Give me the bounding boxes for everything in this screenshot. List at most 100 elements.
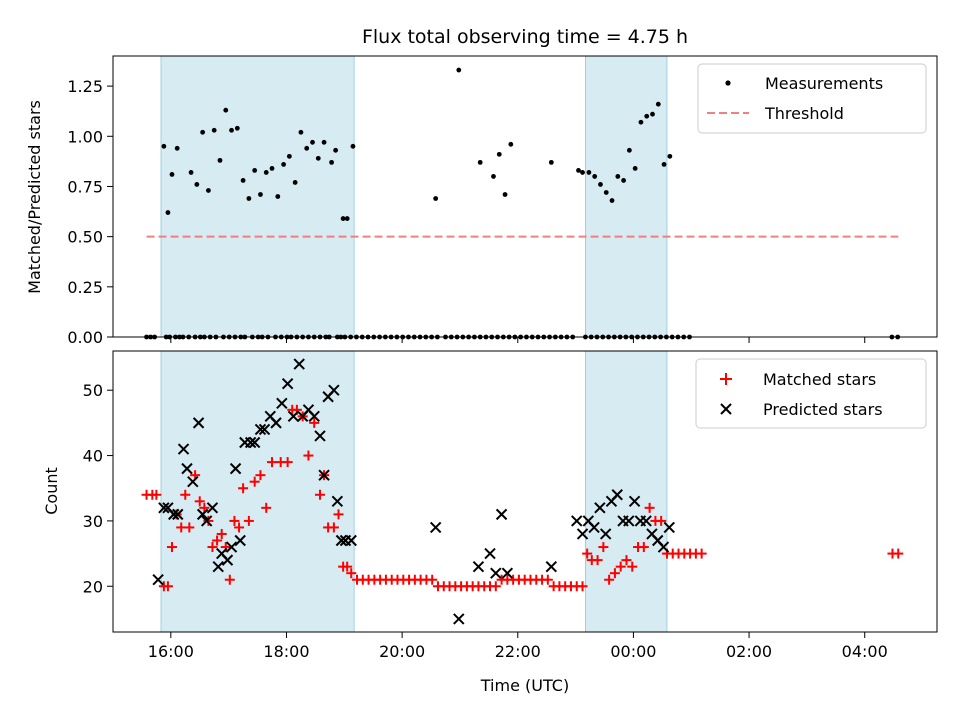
predicted-star-point [281,377,294,390]
predicted-star-point [490,567,502,579]
measurement-point [223,107,229,113]
measurement-point [626,147,632,153]
legend-predicted-marker [720,403,732,415]
measurement-point [508,141,514,147]
predicted-star-point [594,502,606,514]
matched-star-point [621,555,632,566]
measurement-point [169,172,175,177]
predicted-star-point [229,462,242,475]
predicted-star-point [335,534,348,547]
top-panel: 0.00 0.25 0.50 0.75 1.00 1.25 Matched/Predict… [25,55,938,347]
measurement-point [229,127,234,133]
measurement-point [315,155,321,161]
measurement-point [246,196,252,201]
measurement-point [200,129,206,135]
bottom-y-tick-label: 20 [83,577,103,596]
measurement-point [477,159,483,165]
matched-star-point [303,450,314,461]
matched-star-point [255,470,266,481]
matched-star-point [615,561,626,572]
bottom-y-ticks: 20 30 40 50 [83,381,113,596]
measurement-point [304,145,310,151]
measurement-point [240,178,246,183]
matched-star-point [166,542,177,553]
measurement-point [269,166,275,171]
bottom-y-axis-label: Count [42,467,61,515]
measurement-point [638,119,644,125]
bottom-x-ticks: 16:00 18:00 20:00 22:00 00:00 02:00 04:00 [148,632,888,661]
predicted-star-point [657,541,670,553]
measurement-point [161,143,167,149]
bottom-x-tick-label: 00:00 [610,642,656,661]
predicted-star-point [152,574,164,586]
bottom-shaded-spans [160,350,668,633]
predicted-star-point [623,515,635,527]
predicted-star-point [248,436,261,449]
measurement-point [275,194,281,199]
predicted-star-point [501,567,514,579]
bottom-y-tick-label: 50 [83,381,103,400]
bottom-x-tick-label: 18:00 [263,642,309,661]
predicted-star-point [212,560,224,573]
predicted-star-point [429,521,442,534]
measurement-point [661,161,667,167]
top-chart-title: Flux total observing time = 4.75 h [362,26,688,48]
measurement-point [292,180,298,185]
top-legend-box [697,63,927,134]
measurement-point [350,143,356,149]
measurement-point [491,174,496,179]
predicted-star-point [177,443,190,455]
bottom-shaded-span-1 [585,350,668,633]
matched-star-point [333,509,344,520]
top-shaded-span-0 [160,55,355,338]
measurement-point [310,139,315,145]
predicted-star-point [270,417,282,429]
predicted-star-point [588,521,600,534]
predicted-star-point [168,508,180,521]
predicted-star-point [663,521,675,534]
predicted-star-point [328,384,340,396]
measurement-point [333,147,339,153]
matched-star-point [577,581,588,592]
matched-star-point [203,515,214,526]
measurement-point [344,216,350,221]
predicted-star-point [225,541,238,553]
top-x-ticks [170,337,866,343]
measurement-point [281,161,286,167]
matched-star-point [207,542,218,553]
measurement-point [576,168,581,173]
matched-star-point [644,502,655,513]
predicted-star-point [640,515,652,527]
bottom-x-tick-label: 16:00 [148,642,194,661]
matched-star-point [162,581,173,592]
measurement-point [644,113,650,119]
predicted-star-point [158,502,170,514]
matched-star-point [893,548,904,559]
top-y-ticks: 0.00 0.25 0.50 0.75 1.00 1.25 [67,77,113,347]
measurement-point [592,174,598,179]
top-y-tick-label: 1.00 [67,127,103,146]
measurement-point [632,166,638,171]
predicted-stars-points [152,358,675,625]
matched-star-point [212,535,223,546]
predicted-star-point [308,410,320,423]
measurement-point [615,174,621,179]
measurement-point [321,139,327,145]
bottom-panel: 20 30 40 50 16:00 18:00 20:00 22:00 00:00 02:00 0… [42,350,938,695]
top-y-tick-label: 0.25 [67,278,103,297]
top-plot-frame [112,55,938,338]
measurement-point [286,153,292,159]
matched-star-point [184,522,195,533]
bottom-y-tick-label: 30 [83,512,103,531]
measurement-point [598,182,603,187]
bottom-x-tick-label: 22:00 [495,642,541,661]
predicted-star-point [345,534,357,547]
predicted-star-point [258,423,271,436]
measurement-point [258,192,263,197]
predicted-star-point [599,528,612,540]
predicted-star-point [192,417,205,429]
bottom-x-tick-label: 04:00 [842,642,888,661]
measurement-point [217,157,223,163]
matched-star-point [656,515,667,526]
matched-star-point [224,574,235,585]
